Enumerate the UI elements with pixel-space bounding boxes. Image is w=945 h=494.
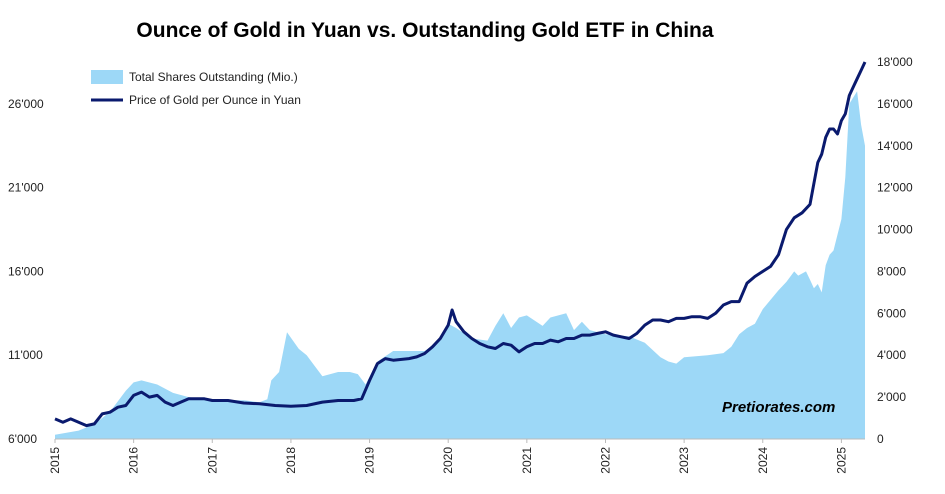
legend-area-label: Total Shares Outstanding (Mio.): [129, 70, 298, 84]
legend-line-label: Price of Gold per Ounce in Yuan: [129, 93, 301, 107]
plot-area: [54, 61, 867, 440]
x-axis: 2015 2016 2017 2018 2019 2020 2021 2022 2023 2024…: [48, 438, 865, 474]
right-tick-label: 10'000: [877, 223, 913, 237]
x-tick-label: 2018: [284, 447, 298, 474]
legend: Total Shares Outstanding (Mio.) Price of…: [91, 70, 301, 107]
chart-title: Ounce of Gold in Yuan vs. Outstanding Go…: [136, 19, 713, 42]
left-tick-label: 26'000: [8, 97, 44, 111]
right-tick-label: 14'000: [877, 139, 913, 153]
legend-area-swatch: [91, 70, 123, 84]
x-tick-label: 2021: [520, 447, 534, 474]
left-tick-label: 6'000: [8, 432, 37, 446]
right-tick-label: 18'000: [877, 55, 913, 69]
x-tick-label: 2017: [205, 447, 219, 474]
x-tick-label: 2024: [756, 447, 770, 474]
x-tick-label: 2015: [48, 447, 62, 474]
left-tick-label: 11'000: [8, 348, 43, 362]
x-tick-label: 2023: [677, 447, 691, 474]
right-tick-label: 16'000: [877, 97, 913, 111]
series-area-shares: [55, 91, 865, 440]
left-tick-label: 21'000: [8, 181, 44, 195]
right-tick-label: 0: [877, 432, 884, 446]
right-tick-label: 4'000: [877, 348, 906, 362]
x-tick-label: 2019: [363, 447, 377, 474]
x-tick-label: 2025: [834, 447, 848, 474]
left-axis: 6'000 11'000 16'000 21'000 26'000: [8, 97, 44, 446]
right-tick-label: 12'000: [877, 181, 913, 195]
x-tick-label: 2020: [441, 447, 455, 474]
x-tick-label: 2022: [599, 447, 613, 474]
x-tick-label: 2016: [127, 447, 141, 474]
watermark: Pretiorates.com: [722, 399, 835, 416]
left-tick-label: 16'000: [8, 264, 44, 278]
right-tick-label: 8'000: [877, 264, 906, 278]
right-tick-label: 6'000: [877, 306, 906, 320]
right-axis: 0 2'000 4'000 6'000 8'000 10'000 12'000 14'000 1…: [877, 55, 913, 446]
right-tick-label: 2'000: [877, 390, 906, 404]
series-line-gold-price: [54, 61, 867, 428]
